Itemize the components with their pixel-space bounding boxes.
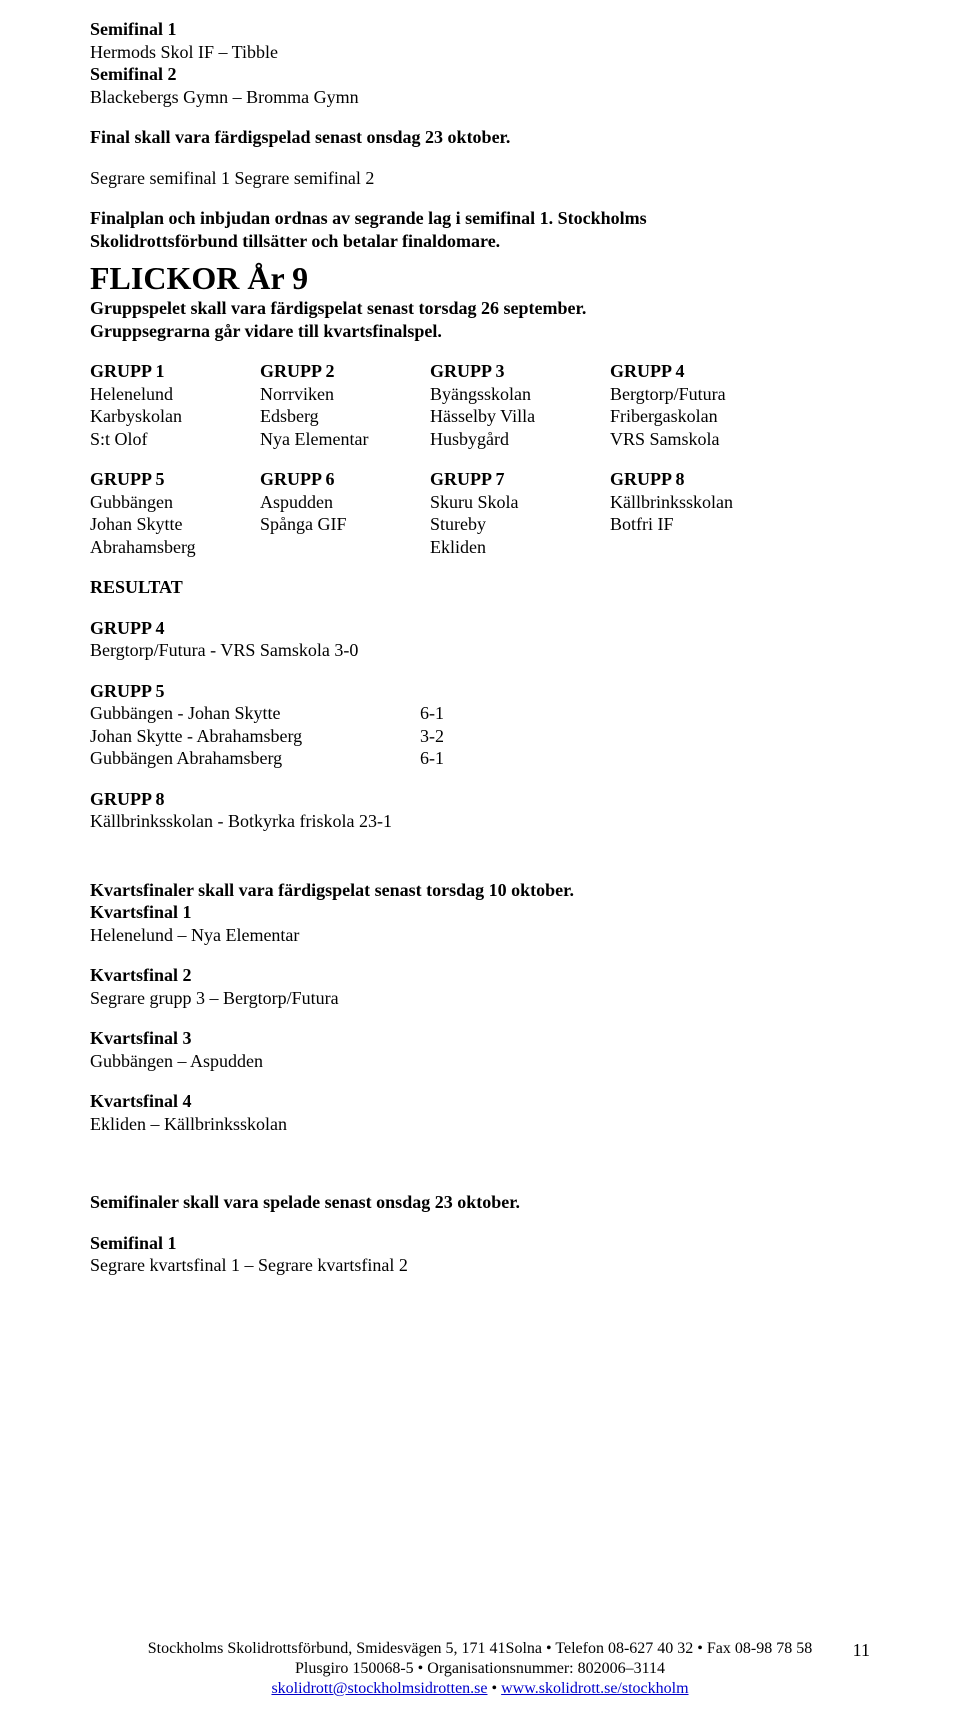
groupplay-line-1: Gruppspelet skall vara färdigspelat sena… <box>90 297 870 320</box>
grupp8-label: GRUPP 8 <box>90 788 870 811</box>
group-cell: Johan Skytte <box>90 513 260 536</box>
group-cell: Helenelund <box>90 383 260 406</box>
footer-line-3: skolidrott@stockholmsidrotten.se • www.s… <box>0 1679 960 1699</box>
kvart-3-match: Gubbängen – Aspudden <box>90 1050 870 1073</box>
group-cell: Byängsskolan <box>430 383 610 406</box>
grupp4-result: Bergtorp/Futura - VRS Samskola 3-0 <box>90 639 870 662</box>
group-cell: Aspudden <box>260 491 430 514</box>
grupp5-label: GRUPP 5 <box>90 680 870 703</box>
finalplan-line-1: Finalplan och inbjudan ordnas av segrand… <box>90 207 870 230</box>
group-cell: Stureby <box>430 513 610 536</box>
result-row: Gubbängen - Johan Skytte 6-1 <box>90 702 870 725</box>
kvart-4-label: Kvartsfinal 4 <box>90 1090 870 1113</box>
group-cell: Ekliden <box>430 536 610 559</box>
groupplay-line-2: Gruppsegrarna går vidare till kvartsfina… <box>90 320 870 343</box>
group-header: GRUPP 1 <box>90 360 260 383</box>
final-deadline: Final skall vara färdigspelad senast ons… <box>90 126 870 149</box>
semi-1-match: Segrare kvartsfinal 1 – Segrare kvartsfi… <box>90 1254 870 1277</box>
group-table-2: GRUPP 5 GRUPP 6 GRUPP 7 GRUPP 8 Gubbänge… <box>90 468 870 558</box>
group-cell: Bergtorp/Futura <box>610 383 830 406</box>
group-cell <box>610 536 830 559</box>
group-header: GRUPP 3 <box>430 360 610 383</box>
semi-1-label: Semifinal 1 <box>90 1232 870 1255</box>
result-match: Gubbängen Abrahamsberg <box>90 747 420 770</box>
group-cell: VRS Samskola <box>610 428 830 451</box>
footer-separator: • <box>488 1680 502 1697</box>
footer-email-link[interactable]: skolidrott@stockholmsidrotten.se <box>271 1680 487 1697</box>
group-cell: Husbygård <box>430 428 610 451</box>
footer-line-2: Plusgiro 150068-5 • Organisationsnummer:… <box>0 1659 960 1679</box>
result-score: 6-1 <box>420 747 480 770</box>
grupp4-label: GRUPP 4 <box>90 617 870 640</box>
group-cell: S:t Olof <box>90 428 260 451</box>
section-title: FLICKOR År 9 <box>90 260 870 297</box>
page-footer: 11 Stockholms Skolidrottsförbund, Smides… <box>0 1639 960 1699</box>
kvart-3-label: Kvartsfinal 3 <box>90 1027 870 1050</box>
footer-url-link[interactable]: www.skolidrott.se/stockholm <box>501 1680 688 1697</box>
group-table-1: GRUPP 1 GRUPP 2 GRUPP 3 GRUPP 4 Helenelu… <box>90 360 870 450</box>
group-header: GRUPP 8 <box>610 468 830 491</box>
result-row: Gubbängen Abrahamsberg 6-1 <box>90 747 870 770</box>
group-cell: Skuru Skola <box>430 491 610 514</box>
group-cell: Norrviken <box>260 383 430 406</box>
semifinal-2-label: Semifinal 2 <box>90 63 870 86</box>
kvart-1-match: Helenelund – Nya Elementar <box>90 924 870 947</box>
group-cell: Fribergaskolan <box>610 405 830 428</box>
group-cell: Abrahamsberg <box>90 536 260 559</box>
result-score: 3-2 <box>420 725 480 748</box>
group-cell: Hässelby Villa <box>430 405 610 428</box>
group-header: GRUPP 6 <box>260 468 430 491</box>
semifinal-1-match: Hermods Skol IF – Tibble <box>90 41 870 64</box>
grupp8-result: Källbrinksskolan - Botkyrka friskola 23-… <box>90 810 870 833</box>
group-header: GRUPP 7 <box>430 468 610 491</box>
group-cell: Spånga GIF <box>260 513 430 536</box>
kvart-deadline: Kvartsfinaler skall vara färdigspelat se… <box>90 879 870 902</box>
result-match: Gubbängen - Johan Skytte <box>90 702 420 725</box>
group-cell: Karbyskolan <box>90 405 260 428</box>
group-cell: Nya Elementar <box>260 428 430 451</box>
footer-line-1: Stockholms Skolidrottsförbund, Smidesväg… <box>0 1639 960 1659</box>
resultat-label: RESULTAT <box>90 576 870 599</box>
semifinal-1-label: Semifinal 1 <box>90 18 870 41</box>
group-header: GRUPP 2 <box>260 360 430 383</box>
kvart-2-match: Segrare grupp 3 – Bergtorp/Futura <box>90 987 870 1010</box>
result-row: Johan Skytte - Abrahamsberg 3-2 <box>90 725 870 748</box>
group-cell: Källbrinksskolan <box>610 491 830 514</box>
semifinal-2-match: Blackebergs Gymn – Bromma Gymn <box>90 86 870 109</box>
group-cell: Gubbängen <box>90 491 260 514</box>
result-score: 6-1 <box>420 702 480 725</box>
group-cell: Botfri IF <box>610 513 830 536</box>
group-header: GRUPP 4 <box>610 360 830 383</box>
kvart-1-label: Kvartsfinal 1 <box>90 901 870 924</box>
group-cell: Edsberg <box>260 405 430 428</box>
page-number: 11 <box>853 1639 870 1662</box>
result-match: Johan Skytte - Abrahamsberg <box>90 725 420 748</box>
page: Semifinal 1 Hermods Skol IF – Tibble Sem… <box>0 0 960 1717</box>
kvart-2-label: Kvartsfinal 2 <box>90 964 870 987</box>
group-cell <box>260 536 430 559</box>
final-match: Segrare semifinal 1 Segrare semifinal 2 <box>90 167 870 190</box>
finalplan-line-2: Skolidrottsförbund tillsätter och betala… <box>90 230 870 253</box>
semi-deadline: Semifinaler skall vara spelade senast on… <box>90 1191 870 1214</box>
group-header: GRUPP 5 <box>90 468 260 491</box>
kvart-4-match: Ekliden – Källbrinksskolan <box>90 1113 870 1136</box>
